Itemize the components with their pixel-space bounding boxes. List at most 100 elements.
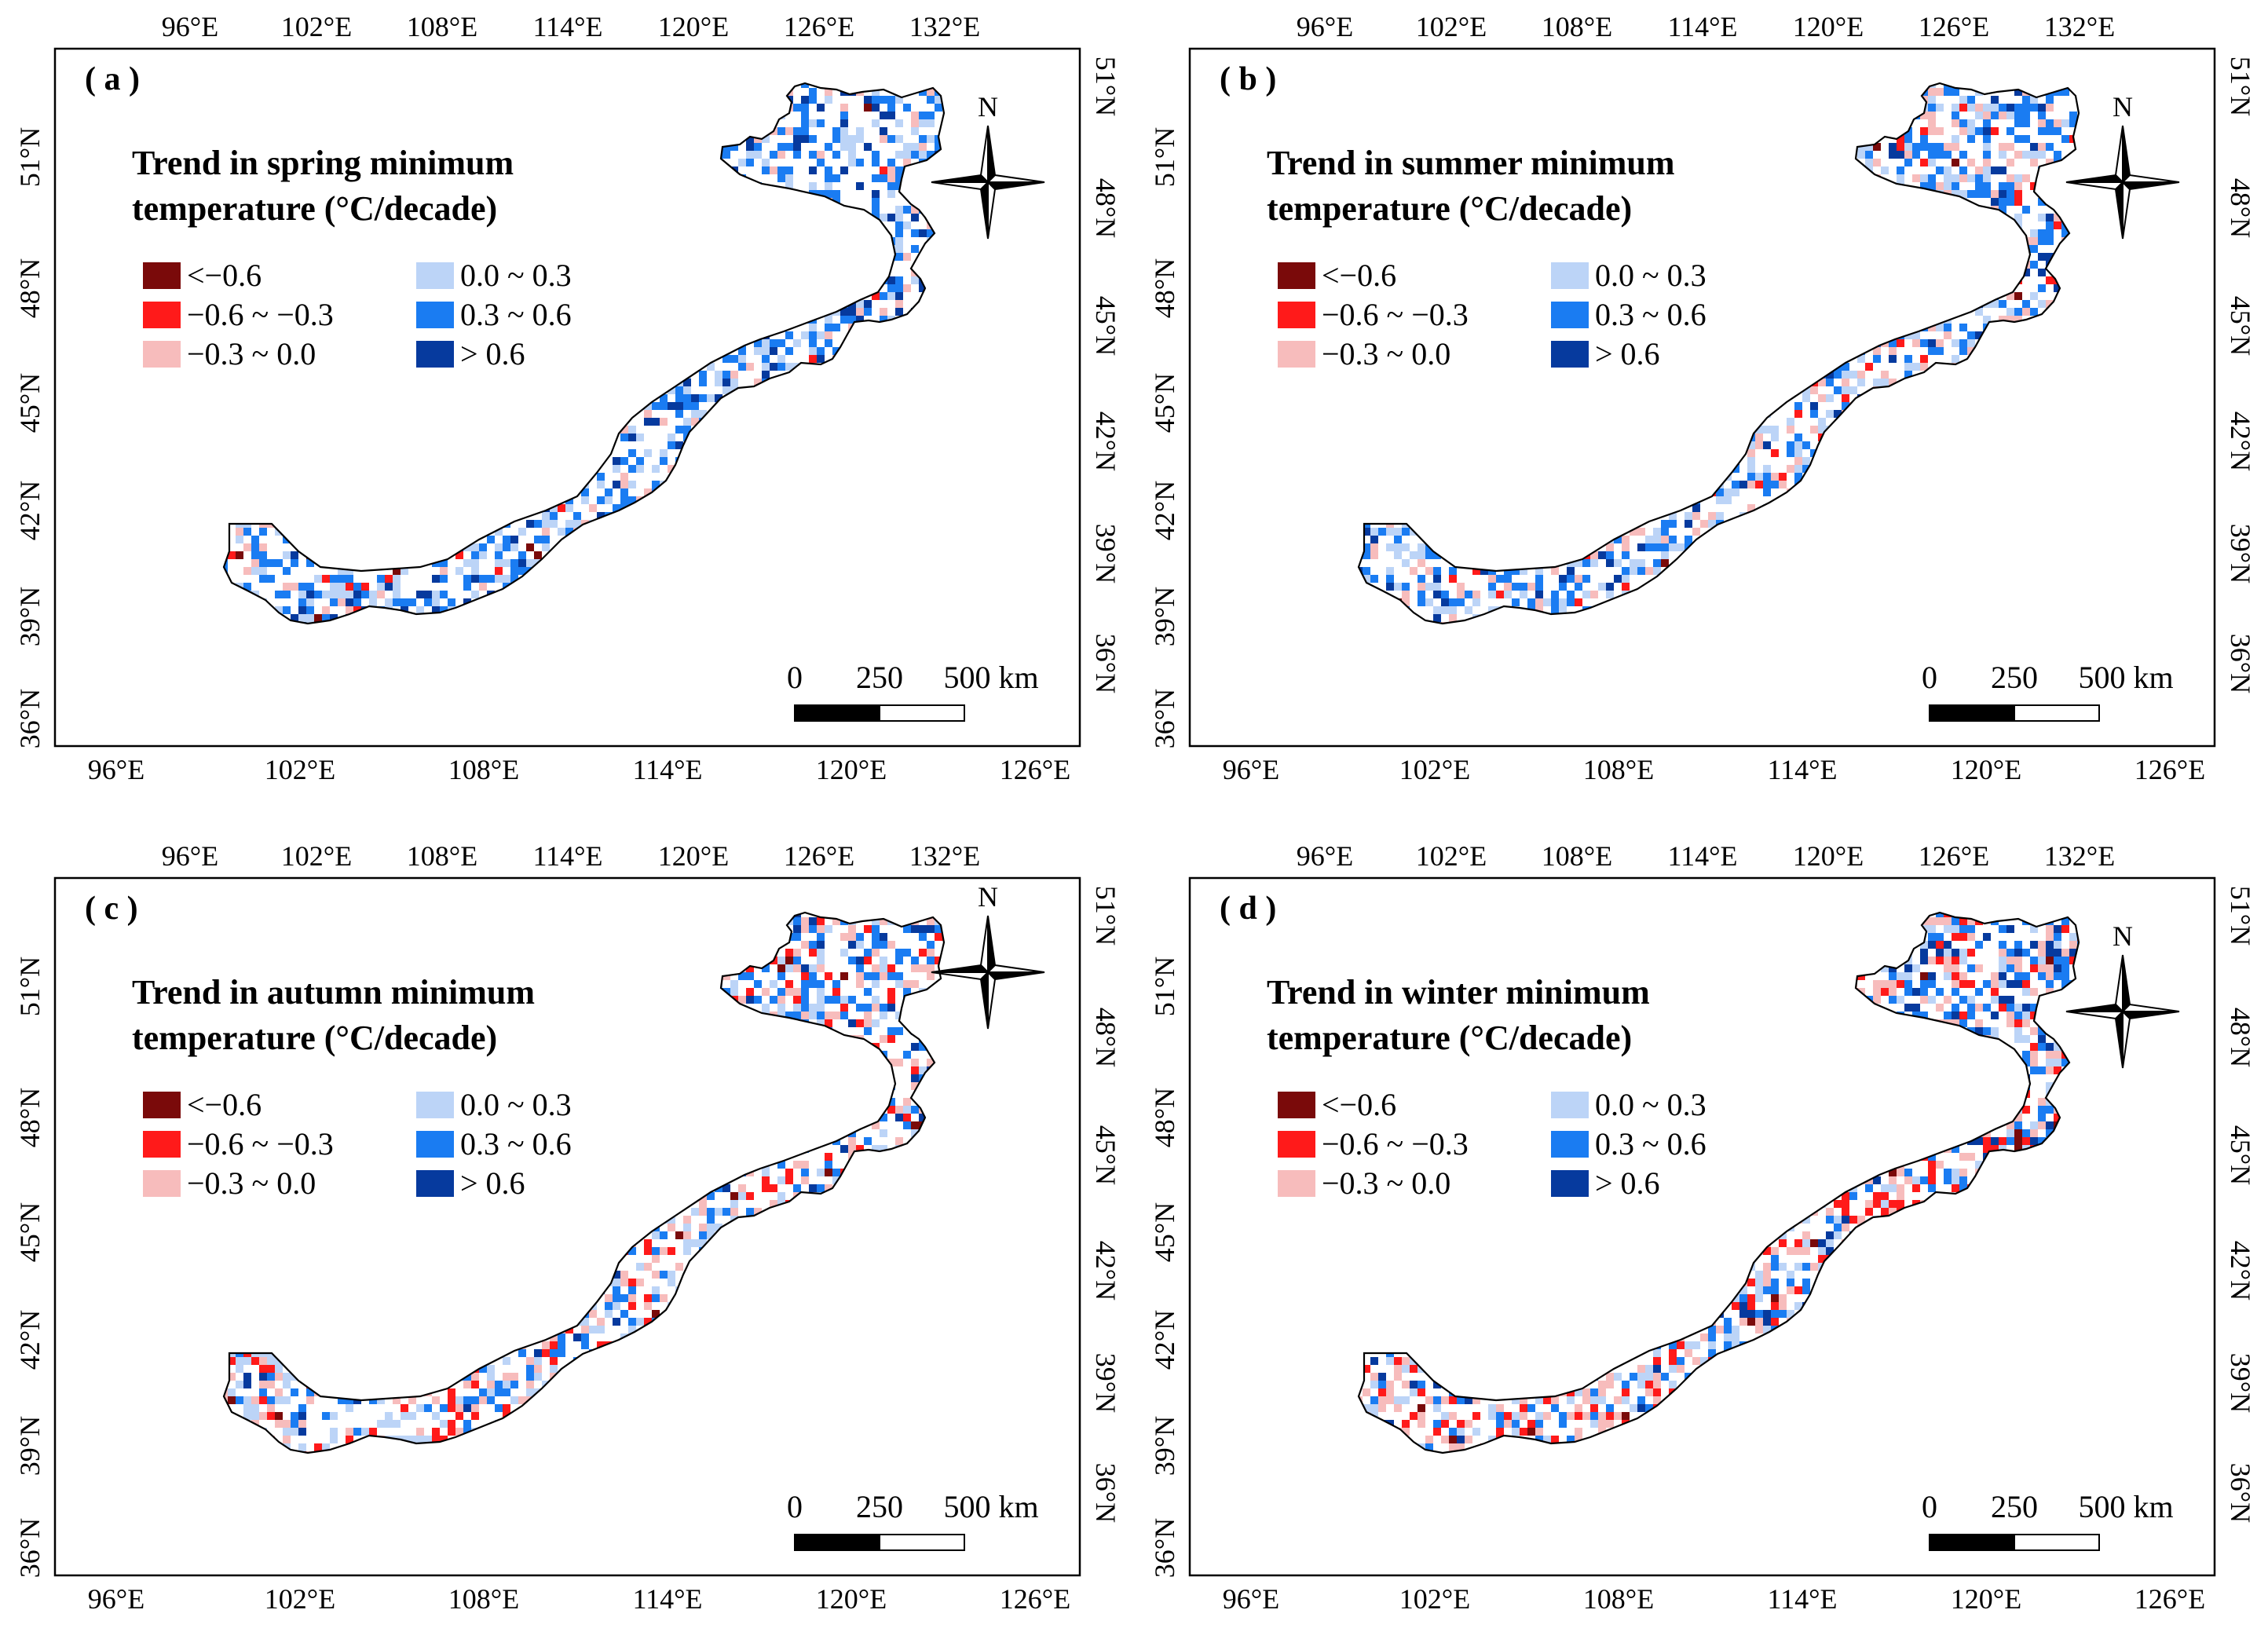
trend-pixel [895, 237, 903, 245]
trend-pixel [903, 143, 911, 151]
trend-pixel [298, 606, 306, 614]
trend-pixel [1959, 174, 1967, 182]
trend-pixel [1897, 151, 1904, 159]
trend-pixel [393, 591, 401, 598]
trend-pixel [361, 591, 369, 598]
trend-pixel [832, 151, 840, 159]
trend-pixel [2014, 119, 2022, 127]
trend-pixel [880, 135, 887, 143]
trend-pixel [825, 324, 832, 331]
trend-pixel [840, 308, 848, 316]
trend-pixel [919, 135, 927, 143]
trend-pixel [801, 104, 809, 112]
trend-pixel [2046, 159, 2054, 166]
trend-pixel [542, 543, 550, 551]
trend-pixel [809, 355, 817, 363]
trend-pixel [2006, 182, 2014, 190]
trend-pixel [369, 598, 377, 606]
legend: <−0.6 −0.6 ~ −0.3 −0.3 ~ 0.0 0.0 ~ 0.3 0… [143, 258, 572, 371]
trend-pixel [2046, 253, 2054, 261]
trend-pixel [785, 347, 793, 355]
trend-pixel [393, 575, 401, 583]
trend-pixel [660, 449, 668, 457]
trend-pixel [707, 394, 715, 402]
trend-pixel [314, 614, 322, 622]
trend-pixel [2006, 198, 2014, 206]
trend-pixel [377, 583, 385, 591]
trend-pixel [762, 166, 770, 174]
trend-pixel [2030, 245, 2038, 253]
trend-pixel [872, 96, 880, 104]
trend-pixel [2022, 206, 2030, 214]
trend-pixel [817, 151, 825, 159]
trend-pixel [2006, 127, 2014, 135]
trend-pixel [2046, 221, 2054, 229]
trend-pixel [746, 159, 754, 166]
trend-pixel [298, 598, 306, 606]
trend-pixel [880, 308, 887, 316]
trend-pixel [895, 300, 903, 308]
trend-pixel [668, 386, 675, 394]
trend-pixel [911, 127, 919, 135]
trend-pixel [613, 481, 620, 488]
trend-pixel [1928, 96, 1936, 104]
trend-pixel [1983, 104, 1991, 112]
trend-pixel [683, 379, 691, 386]
trend-pixel [730, 371, 738, 379]
trend-pixel [1991, 96, 1999, 104]
trend-pixel [558, 504, 565, 512]
trend-pixel [683, 394, 691, 402]
trend-pixel [856, 316, 864, 324]
trend-pixel [793, 127, 801, 135]
trend-pixel [825, 190, 832, 198]
trend-pixel [2014, 135, 2022, 143]
trend-pixel [832, 174, 840, 182]
trend-pixel [1975, 174, 1983, 182]
trend-pixel [236, 528, 243, 536]
trend-pixel [1904, 143, 1912, 151]
trend-pixel [652, 465, 660, 473]
trend-pixel [887, 276, 895, 284]
trend-pixel [495, 567, 503, 575]
trend-pixel [801, 112, 809, 119]
trend-pixel [2038, 112, 2046, 119]
trend-pixel [856, 159, 864, 166]
trend-pixel [267, 575, 275, 583]
trend-pixel [597, 512, 605, 520]
trend-pixel [817, 347, 825, 355]
trend-pixel [298, 591, 306, 598]
trend-pixel [683, 426, 691, 434]
trend-pixel [1920, 159, 1928, 166]
trend-pixel [275, 606, 283, 614]
trend-pixel [887, 190, 895, 198]
trend-pixel [722, 379, 730, 386]
trend-pixel [2022, 119, 2030, 127]
trend-pixel [416, 606, 424, 614]
trend-pixel [2014, 214, 2022, 221]
trend-pixel [825, 88, 832, 96]
trend-pixel [848, 151, 856, 159]
trend-pixel [911, 245, 919, 253]
trend-pixel [856, 127, 864, 135]
trend-pixel [1975, 127, 1983, 135]
trend-pixel [1873, 143, 1881, 151]
trend-pixel [463, 559, 471, 567]
legend-swatch [416, 341, 454, 368]
trend-pixel [1999, 104, 2006, 112]
trend-pixel [1983, 159, 1991, 166]
trend-pixel [2046, 214, 2054, 221]
trend-pixel [793, 151, 801, 159]
trend-pixel [636, 457, 644, 465]
trend-pixel [762, 355, 770, 363]
trend-pixel [762, 159, 770, 166]
trend-pixel [1983, 135, 1991, 143]
legend-label: 0.0 ~ 0.3 [460, 258, 572, 293]
trend-pixel [660, 457, 668, 465]
trend-pixel [2054, 151, 2061, 159]
trend-pixel [1999, 143, 2006, 151]
trend-pixel [330, 614, 338, 622]
trend-pixel [542, 536, 550, 543]
trend-pixel [895, 182, 903, 190]
trend-pixel [306, 583, 314, 591]
trend-pixel [2046, 127, 2054, 135]
